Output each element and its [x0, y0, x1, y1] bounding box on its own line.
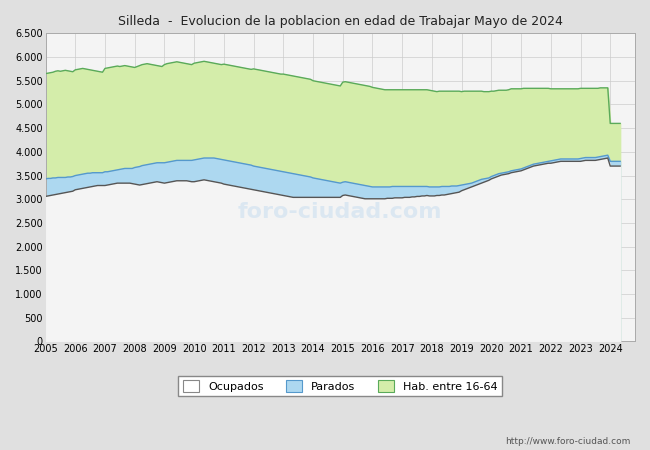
Legend: Ocupados, Parados, Hab. entre 16-64: Ocupados, Parados, Hab. entre 16-64 [178, 376, 502, 396]
Text: http://www.foro-ciudad.com: http://www.foro-ciudad.com [505, 437, 630, 446]
Title: Silleda  -  Evolucion de la poblacion en edad de Trabajar Mayo de 2024: Silleda - Evolucion de la poblacion en e… [118, 15, 563, 28]
Text: foro-ciudad.com: foro-ciudad.com [238, 202, 443, 222]
